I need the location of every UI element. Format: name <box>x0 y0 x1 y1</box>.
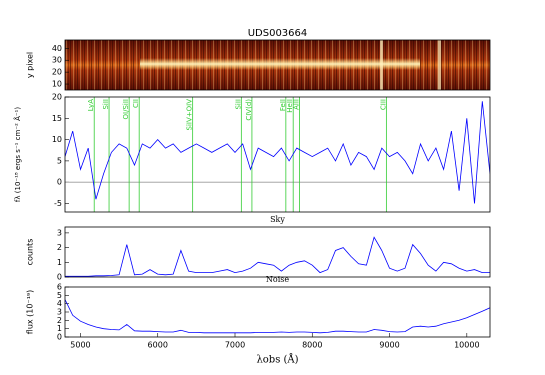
panel-frame <box>64 39 491 91</box>
feature-label: AlII <box>293 99 301 110</box>
y-tick-label: -5 <box>54 199 62 208</box>
y-tick-label: 1 <box>57 324 62 333</box>
panel-frame <box>64 96 491 213</box>
feature-label: SiII <box>234 99 242 110</box>
y-tick-label: 20 <box>52 68 62 77</box>
y-tick-label: 0 <box>57 273 62 282</box>
y-tick-label: 40 <box>52 44 62 53</box>
data-line <box>65 236 490 277</box>
feature-label: CIV(d) <box>245 99 253 121</box>
x-tick-label: 6000 <box>148 341 168 350</box>
x-tick-label: 7000 <box>225 341 245 350</box>
x-tick-label: 5000 <box>70 341 90 350</box>
y-tick-label: 3 <box>57 308 62 317</box>
x-tick-label: 10000 <box>454 341 479 350</box>
panel-title: Sky <box>270 215 285 224</box>
y-tick-label: 5 <box>57 156 62 165</box>
y-tick-label: 10 <box>52 80 62 89</box>
spectrum-image <box>65 40 490 90</box>
y-tick-label: 1 <box>57 258 62 267</box>
panel-frame <box>64 226 491 278</box>
feature-label: SiIV+OIV <box>186 99 194 131</box>
feature-label: HeII <box>286 99 294 113</box>
y-tick-label: 0 <box>57 178 62 187</box>
y-tick-label: 2 <box>57 316 62 325</box>
y-tick-label: 10 <box>52 135 62 144</box>
y-tick-label: 30 <box>52 56 62 65</box>
data-line <box>65 299 490 334</box>
panel-title: UDS003664 <box>248 28 308 39</box>
feature-label: SiII <box>102 99 110 110</box>
feature-label: CIII <box>379 99 387 110</box>
y-axis-label: fλ (10⁻¹⁸ ergs s⁻¹ cm⁻² Å⁻¹) <box>13 107 22 202</box>
y-tick-label: 0 <box>57 333 62 342</box>
x-tick-label: 9000 <box>379 341 399 350</box>
y-axis-label: counts <box>26 239 35 266</box>
feature-label: LyA <box>87 99 95 111</box>
y-tick-label: 3 <box>57 228 62 237</box>
y-tick-label: 6 <box>57 283 62 292</box>
y-axis-label: y pixel <box>26 52 35 78</box>
y-axis-label: flux (10⁻¹⁹) <box>26 290 35 334</box>
y-tick-label: 4 <box>57 299 62 308</box>
panel-title: Noise <box>266 275 289 284</box>
feature-label: CII <box>132 99 140 108</box>
data-line <box>65 101 490 204</box>
x-tick-label: 8000 <box>302 341 322 350</box>
y-tick-label: 15 <box>52 114 62 123</box>
feature-label: FeII <box>279 99 287 111</box>
y-tick-label: 2 <box>57 243 62 252</box>
y-tick-label: 5 <box>57 291 62 300</box>
x-axis-label: λobs (Å) <box>256 354 298 366</box>
panel-frame <box>64 286 491 338</box>
feature-label: OI/SiII <box>122 99 130 119</box>
y-tick-label: 20 <box>52 93 62 102</box>
